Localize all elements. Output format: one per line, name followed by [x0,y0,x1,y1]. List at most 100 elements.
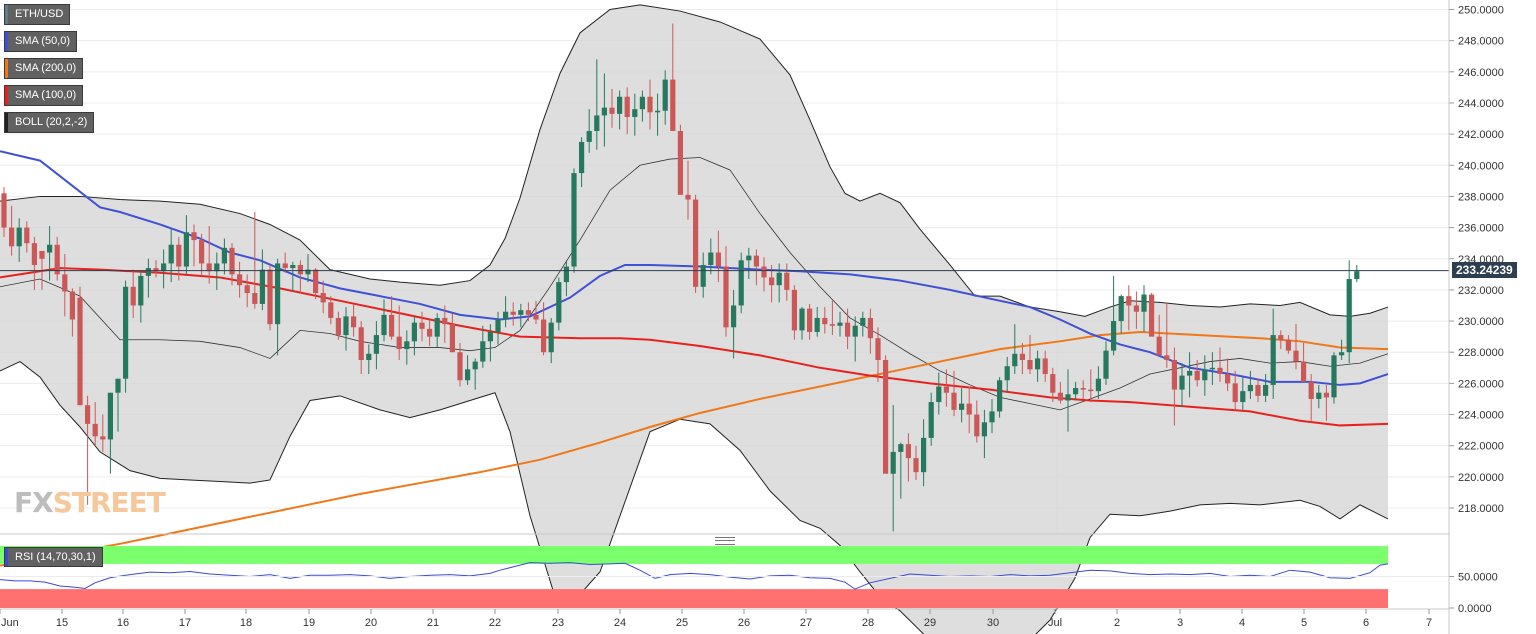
candle [480,325,486,368]
candle-body [123,286,129,379]
legend-boll[interactable]: BOLL (20,2,-2) [4,112,95,133]
time-axis[interactable]: Jun 15 16 17 18 19 20 21 22 23 24 25 26 27 28 29 30 Jul 2 3… [0,609,1432,629]
candle [442,305,448,343]
candle [153,260,159,278]
candle-body [518,310,524,315]
candle [16,218,22,262]
candle [533,300,539,325]
candle-body [381,314,387,336]
candlesticks [1,23,1360,532]
candle-body [282,263,288,269]
candle [1217,347,1223,382]
candle-body [351,316,357,328]
candle-body [130,286,136,306]
price-axis[interactable]: 250.0000 248.0000 246.0000 244.0000 242.0000… [1449,5,1504,516]
candle-body [24,227,30,244]
candle [1209,352,1215,385]
candle [1012,324,1018,375]
candle [328,296,334,325]
candle-body [434,317,440,337]
candle-body [396,336,402,350]
candle-body [890,451,896,474]
candle [814,307,820,337]
candle [548,317,554,364]
candle-body [1164,355,1170,361]
candle [62,254,68,317]
candle [883,355,889,474]
candle-body [237,274,243,286]
legend-sma50[interactable]: SMA (50,0) [4,31,78,52]
candle-body [1156,336,1162,356]
candle-body [791,289,797,331]
candle-body [677,131,683,195]
candle-body [1004,366,1010,381]
candle [617,90,623,130]
candle-body [107,392,113,440]
candle-body [1240,391,1246,403]
candle-body [943,386,949,393]
rsi-tick-label: 50.0000 [1458,572,1498,584]
candle-body [1232,383,1238,403]
candle [313,268,319,300]
candle-body [852,325,858,337]
candle [913,445,919,480]
candle-body [829,324,835,326]
rsi-tick-label: 0.0000 [1458,603,1492,615]
candle [541,302,547,356]
candle [829,300,835,336]
indicator-legend: ETH/USD SMA (50,0) SMA (200,0) SMA (100,… [4,4,95,139]
candle [267,264,273,331]
candle [366,344,372,375]
candle-body [1278,335,1284,340]
candle [1240,377,1246,410]
candle-body [259,269,265,304]
x-tick-label: 27 [800,617,812,629]
candle-body [183,232,189,267]
legend-pair[interactable]: ETH/USD [4,4,71,25]
y-tick-label: 246.0000 [1458,67,1504,79]
y-tick-label: 228.0000 [1458,347,1504,359]
candle-body [1346,279,1352,353]
candle-body [1088,389,1094,392]
candle-body [1027,360,1033,370]
candle-body [1057,392,1063,401]
legend-sma200[interactable]: SMA (200,0) [4,58,84,79]
candle-body [708,252,714,265]
candle [1,187,7,237]
candle [677,124,683,195]
candle [1346,260,1352,364]
candle [176,236,182,281]
candle [389,296,395,340]
pane-resize-handle[interactable] [715,537,735,545]
candle-body [1080,388,1086,390]
candle-body [731,305,737,328]
candle [556,277,562,331]
candle-body [191,232,197,241]
candle [320,280,326,314]
candle-body [480,341,486,362]
candle [1339,339,1345,361]
candle-body [875,338,881,361]
candle [47,226,53,281]
candle [411,316,417,356]
candle-body [981,422,987,437]
candle-body [746,255,752,261]
candle [632,93,638,136]
candle [905,433,911,482]
candle [77,286,83,406]
legend-sma100[interactable]: SMA (100,0) [4,85,84,106]
candle-body [358,327,364,361]
candle-body [662,79,668,111]
candle [525,302,531,322]
candle [130,269,136,318]
candle [1293,324,1299,370]
candle [807,303,813,340]
candle [107,392,113,474]
candle [753,249,759,286]
candle [685,160,691,220]
candle-body [161,263,167,272]
candle-body [563,266,569,283]
candle [1042,350,1048,382]
candle [503,296,509,328]
legend-rsi[interactable]: RSI (14,70,30,1) [4,547,103,567]
